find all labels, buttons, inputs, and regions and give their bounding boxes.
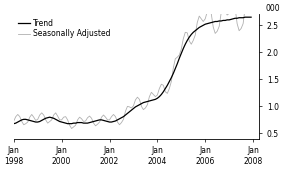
- Legend: Trend, Seasonally Adjusted: Trend, Seasonally Adjusted: [18, 18, 111, 39]
- Text: 000: 000: [265, 4, 280, 13]
